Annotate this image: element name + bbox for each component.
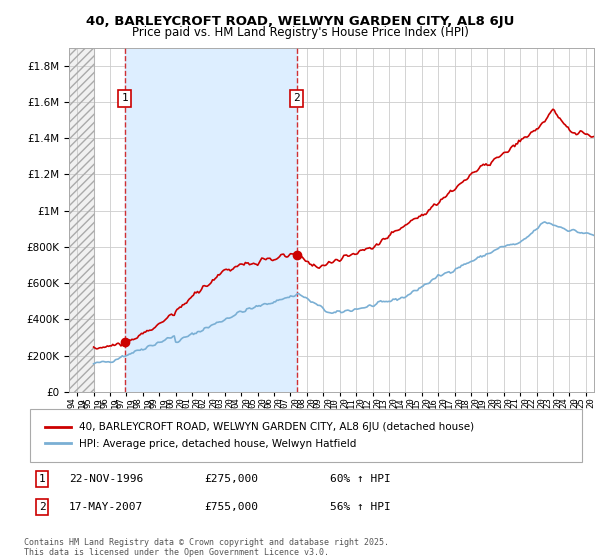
Text: £755,000: £755,000 xyxy=(204,502,258,512)
Text: 1: 1 xyxy=(38,474,46,484)
Text: Price paid vs. HM Land Registry's House Price Index (HPI): Price paid vs. HM Land Registry's House … xyxy=(131,26,469,39)
Text: £275,000: £275,000 xyxy=(204,474,258,484)
Text: 2: 2 xyxy=(38,502,46,512)
Bar xyxy=(125,48,297,392)
Bar xyxy=(69,48,94,392)
Text: 2: 2 xyxy=(293,94,300,104)
Text: 60% ↑ HPI: 60% ↑ HPI xyxy=(330,474,391,484)
Bar xyxy=(69,48,94,392)
Text: 22-NOV-1996: 22-NOV-1996 xyxy=(69,474,143,484)
Text: 1: 1 xyxy=(121,94,128,104)
Text: 56% ↑ HPI: 56% ↑ HPI xyxy=(330,502,391,512)
Text: 17-MAY-2007: 17-MAY-2007 xyxy=(69,502,143,512)
Legend: 40, BARLEYCROFT ROAD, WELWYN GARDEN CITY, AL8 6JU (detached house), HPI: Average: 40, BARLEYCROFT ROAD, WELWYN GARDEN CITY… xyxy=(41,418,479,452)
Text: Contains HM Land Registry data © Crown copyright and database right 2025.
This d: Contains HM Land Registry data © Crown c… xyxy=(24,538,389,557)
FancyBboxPatch shape xyxy=(30,409,582,462)
Text: 40, BARLEYCROFT ROAD, WELWYN GARDEN CITY, AL8 6JU: 40, BARLEYCROFT ROAD, WELWYN GARDEN CITY… xyxy=(86,15,514,27)
